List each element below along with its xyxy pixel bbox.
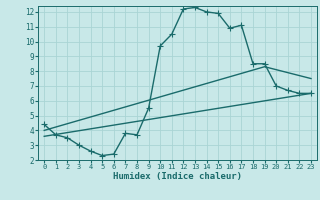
X-axis label: Humidex (Indice chaleur): Humidex (Indice chaleur) xyxy=(113,172,242,181)
